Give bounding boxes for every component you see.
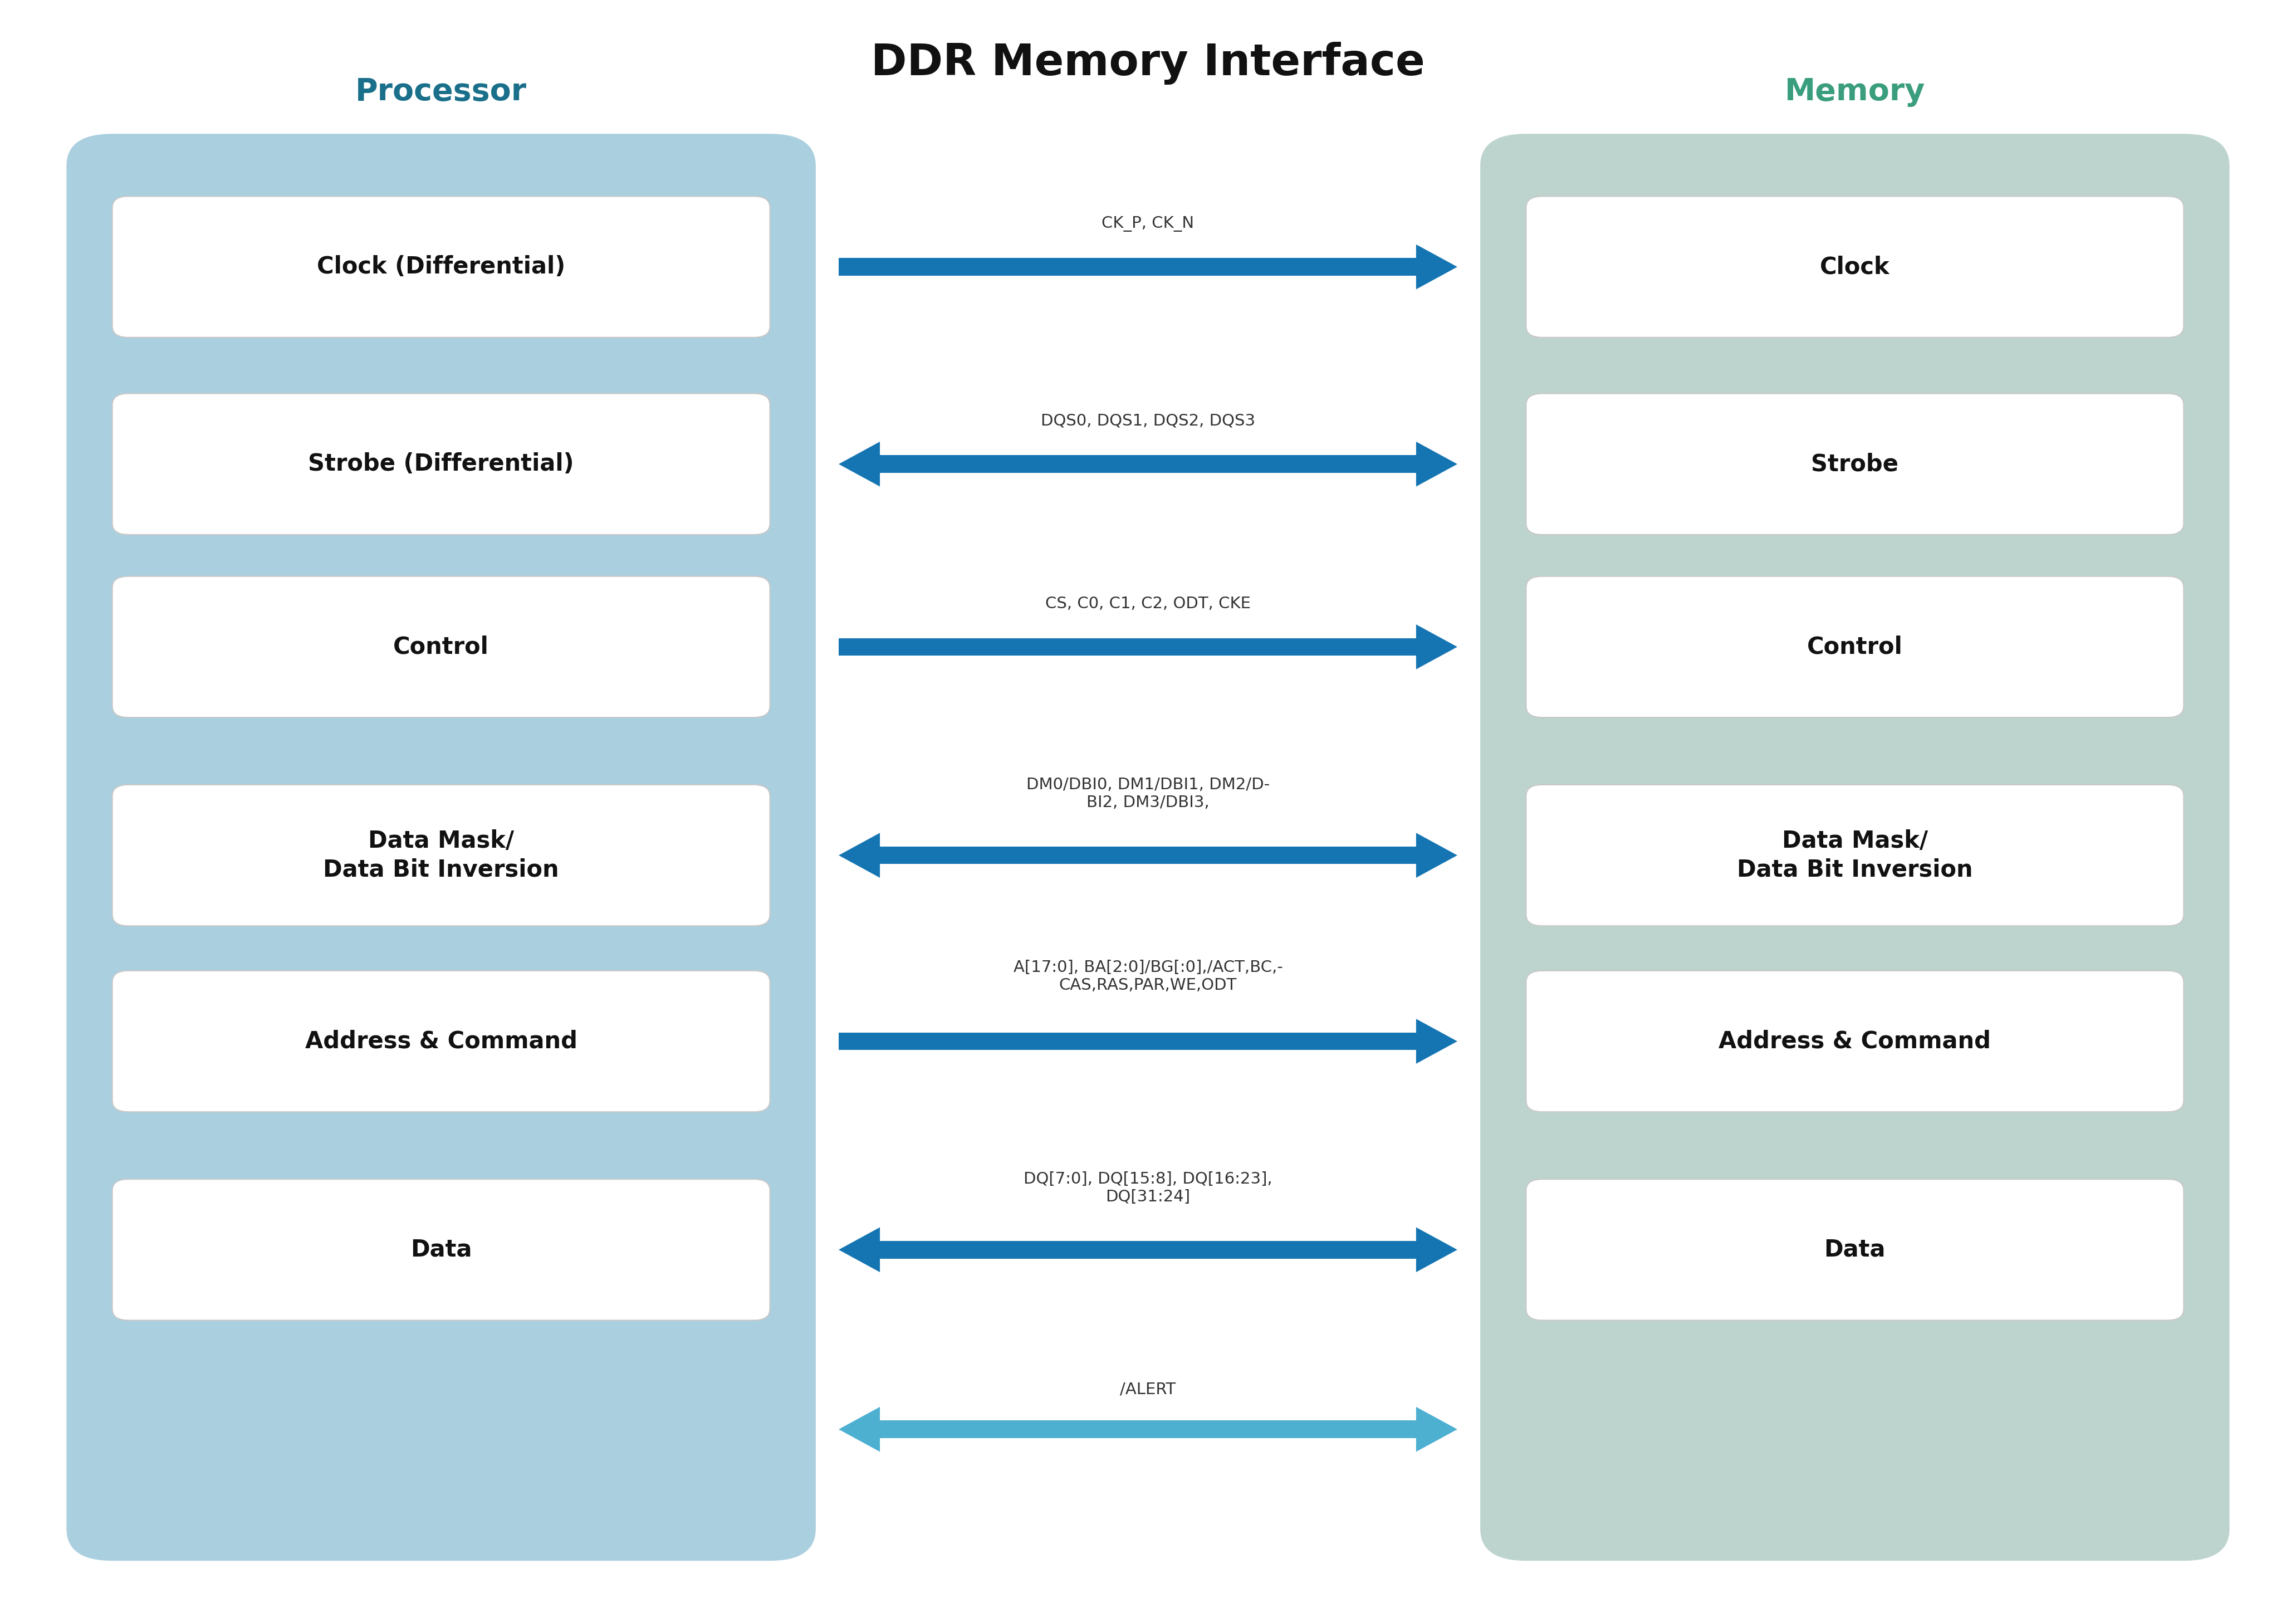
- FancyBboxPatch shape: [113, 394, 769, 534]
- Text: A[17:0], BA[2:0]/BG[:0],/ACT,BC,-
CAS,RAS,PAR,WE,ODT: A[17:0], BA[2:0]/BG[:0],/ACT,BC,- CAS,RA…: [1013, 960, 1283, 994]
- Text: Strobe (Differential): Strobe (Differential): [308, 452, 574, 476]
- FancyBboxPatch shape: [1527, 1179, 2183, 1320]
- Text: DDR Memory Interface: DDR Memory Interface: [870, 42, 1426, 85]
- FancyBboxPatch shape: [1481, 133, 2229, 1561]
- Polygon shape: [879, 846, 1417, 863]
- Polygon shape: [838, 1407, 879, 1452]
- Text: Address & Command: Address & Command: [305, 1029, 576, 1053]
- Text: DQS0, DQS1, DQS2, DQS3: DQS0, DQS1, DQS2, DQS3: [1040, 413, 1256, 429]
- FancyBboxPatch shape: [1527, 196, 2183, 338]
- Polygon shape: [838, 1227, 879, 1272]
- FancyBboxPatch shape: [113, 971, 769, 1111]
- Text: Data: Data: [411, 1238, 473, 1261]
- Text: Data Mask/
Data Bit Inversion: Data Mask/ Data Bit Inversion: [1738, 830, 1972, 881]
- Polygon shape: [879, 1241, 1417, 1259]
- FancyBboxPatch shape: [113, 785, 769, 926]
- Text: Memory: Memory: [1784, 77, 1924, 108]
- Text: Processor: Processor: [356, 77, 526, 108]
- FancyBboxPatch shape: [1527, 576, 2183, 717]
- FancyBboxPatch shape: [1527, 394, 2183, 534]
- Polygon shape: [1417, 1227, 1458, 1272]
- FancyBboxPatch shape: [67, 133, 815, 1561]
- Text: DM0/DBI0, DM1/DBI1, DM2/D-
BI2, DM3/DBI3,: DM0/DBI0, DM1/DBI1, DM2/D- BI2, DM3/DBI3…: [1026, 777, 1270, 810]
- Text: Control: Control: [393, 635, 489, 659]
- Text: Clock: Clock: [1821, 256, 1890, 278]
- Polygon shape: [838, 833, 879, 878]
- Polygon shape: [1417, 244, 1458, 289]
- Polygon shape: [1417, 624, 1458, 669]
- Text: CS, C0, C1, C2, ODT, CKE: CS, C0, C1, C2, ODT, CKE: [1045, 597, 1251, 611]
- Text: DQ[7:0], DQ[15:8], DQ[16:23],
DQ[31:24]: DQ[7:0], DQ[15:8], DQ[16:23], DQ[31:24]: [1024, 1171, 1272, 1204]
- Polygon shape: [1417, 442, 1458, 487]
- Text: Data: Data: [1823, 1238, 1885, 1261]
- FancyBboxPatch shape: [1527, 971, 2183, 1111]
- Text: Address & Command: Address & Command: [1720, 1029, 1991, 1053]
- Polygon shape: [838, 257, 1417, 275]
- Polygon shape: [838, 442, 879, 487]
- Polygon shape: [838, 1032, 1417, 1050]
- Text: CK_P, CK_N: CK_P, CK_N: [1102, 215, 1194, 232]
- FancyBboxPatch shape: [113, 1179, 769, 1320]
- Text: Control: Control: [1807, 635, 1903, 659]
- Polygon shape: [879, 455, 1417, 473]
- FancyBboxPatch shape: [113, 196, 769, 338]
- FancyBboxPatch shape: [113, 576, 769, 717]
- Polygon shape: [1417, 833, 1458, 878]
- Text: /ALERT: /ALERT: [1120, 1381, 1176, 1397]
- FancyBboxPatch shape: [1527, 785, 2183, 926]
- Polygon shape: [838, 638, 1417, 656]
- Text: Data Mask/
Data Bit Inversion: Data Mask/ Data Bit Inversion: [324, 830, 558, 881]
- Text: Strobe: Strobe: [1812, 452, 1899, 476]
- Polygon shape: [879, 1420, 1417, 1438]
- Text: Clock (Differential): Clock (Differential): [317, 256, 565, 278]
- Polygon shape: [1417, 1407, 1458, 1452]
- Polygon shape: [1417, 1019, 1458, 1064]
